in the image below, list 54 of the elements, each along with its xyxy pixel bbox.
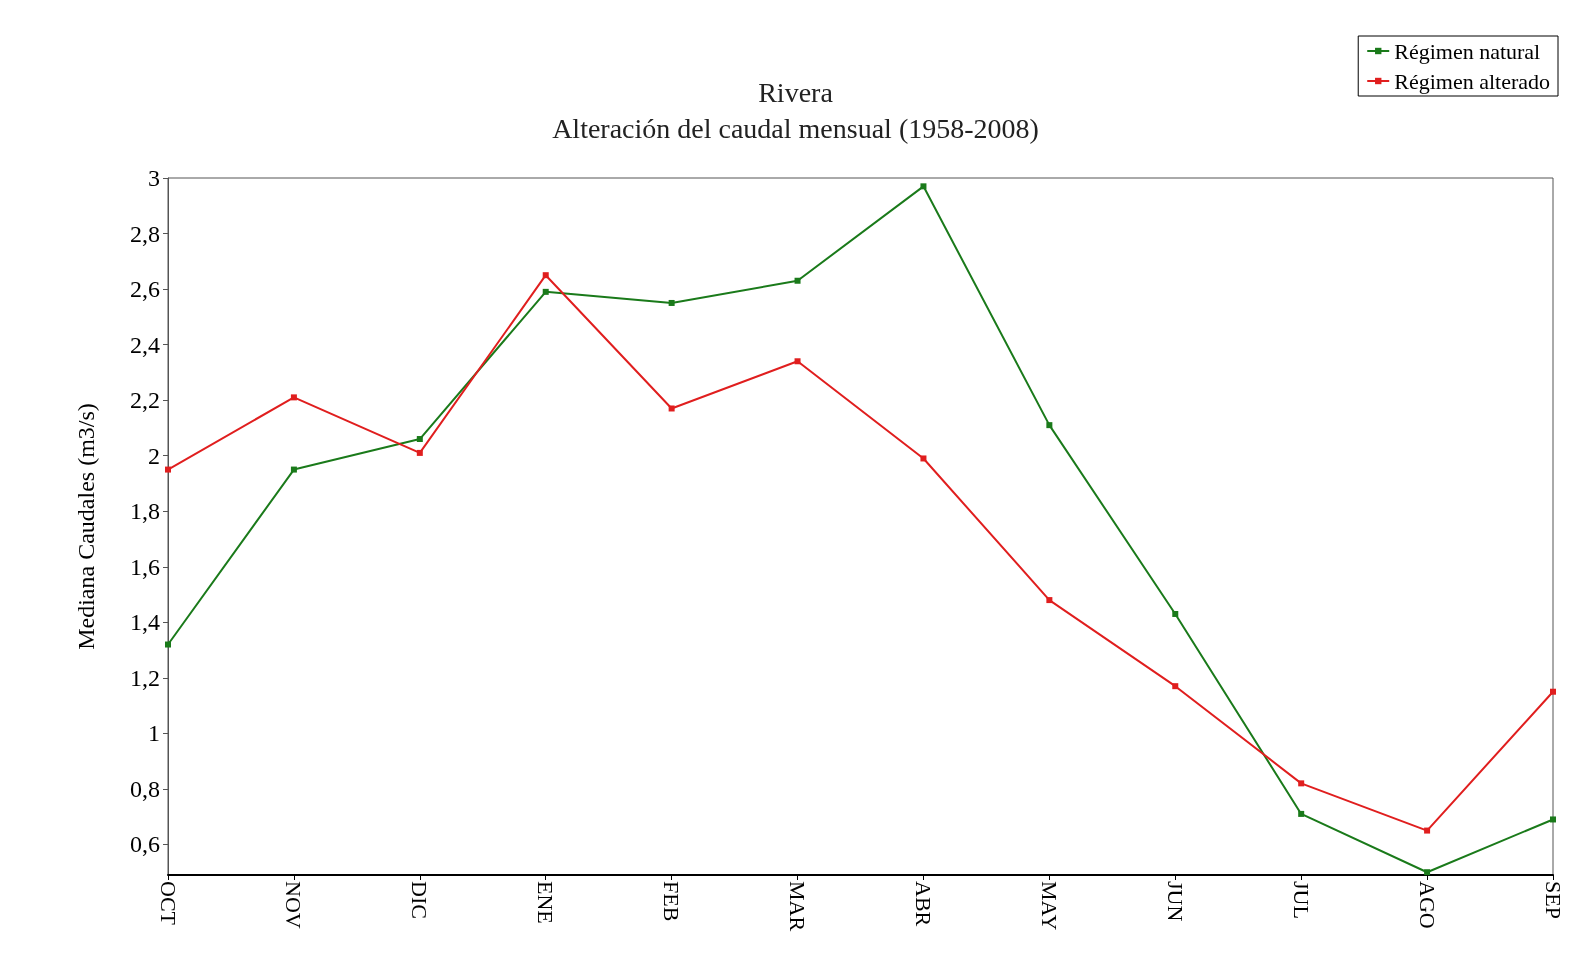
- y-tick-label: 0,8: [130, 775, 160, 802]
- legend-label: Régimen alterado: [1394, 68, 1551, 94]
- y-tick-label: 1,6: [130, 553, 160, 580]
- legend-label: Régimen natural: [1394, 38, 1541, 64]
- y-tick-label: 2,2: [130, 387, 160, 414]
- point: [416, 449, 423, 456]
- x-tick-label: AGO: [1414, 881, 1440, 929]
- x-tick-label: DIC: [407, 881, 433, 919]
- point: [1046, 597, 1053, 604]
- point: [1172, 610, 1179, 617]
- point: [794, 277, 801, 284]
- y-tick-label: 2,8: [130, 220, 160, 247]
- y-tick-label: 2: [148, 442, 160, 469]
- y-tick-label: 1,8: [130, 498, 160, 525]
- point: [668, 405, 675, 412]
- x-tick-label: ABR: [910, 881, 936, 927]
- point: [1046, 422, 1053, 429]
- point: [794, 358, 801, 365]
- y-tick-label: 2,4: [130, 331, 160, 358]
- x-tick-label: OCT: [155, 881, 181, 926]
- point: [920, 183, 927, 190]
- point: [1172, 683, 1179, 690]
- point: [290, 466, 297, 473]
- point: [1298, 780, 1305, 787]
- y-tick-label: 3: [148, 165, 160, 191]
- x-tick-label: JUN: [1162, 881, 1188, 922]
- point: [165, 641, 171, 648]
- point: [165, 466, 171, 473]
- point: [1550, 816, 1556, 823]
- point: [1550, 688, 1556, 695]
- point: [668, 299, 675, 306]
- x-tick-label: NOV: [281, 881, 307, 929]
- x-tick-label: MAY: [1036, 881, 1062, 931]
- point: [1298, 810, 1305, 817]
- x-tick-label: JUL: [1288, 881, 1314, 919]
- y-axis-title: Mediana Caudales (m3/s): [73, 403, 99, 650]
- y-tick-label: 0,6: [130, 831, 160, 858]
- y-tick-label: 1,4: [130, 609, 160, 636]
- x-tick-label: ENE: [533, 881, 559, 924]
- point: [416, 436, 423, 443]
- point: [920, 455, 927, 462]
- x-tick-label: MAR: [785, 881, 811, 932]
- point: [542, 288, 549, 295]
- point: [1424, 827, 1431, 834]
- y-tick-label: 2,6: [130, 276, 160, 303]
- point: [290, 394, 297, 401]
- x-tick-label: SEP: [1540, 881, 1566, 919]
- point: [1424, 869, 1431, 876]
- y-tick-label: 1: [148, 720, 160, 747]
- y-tick-label: 1,2: [130, 664, 160, 691]
- chart-title: Rivera: [758, 76, 834, 108]
- point: [542, 272, 549, 279]
- chart-subtitle: Alteración del caudal mensual (1958-2008): [552, 112, 1039, 144]
- x-tick-label: FEB: [659, 881, 685, 922]
